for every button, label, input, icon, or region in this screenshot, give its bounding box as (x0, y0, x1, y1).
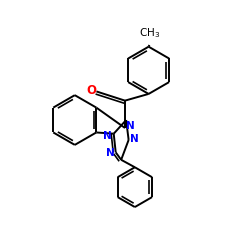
Text: N: N (106, 148, 114, 158)
Text: O: O (86, 84, 96, 98)
Text: N: N (130, 134, 138, 144)
Text: N: N (103, 131, 112, 141)
Text: N: N (126, 121, 135, 131)
Text: CH$_3$: CH$_3$ (139, 26, 160, 40)
